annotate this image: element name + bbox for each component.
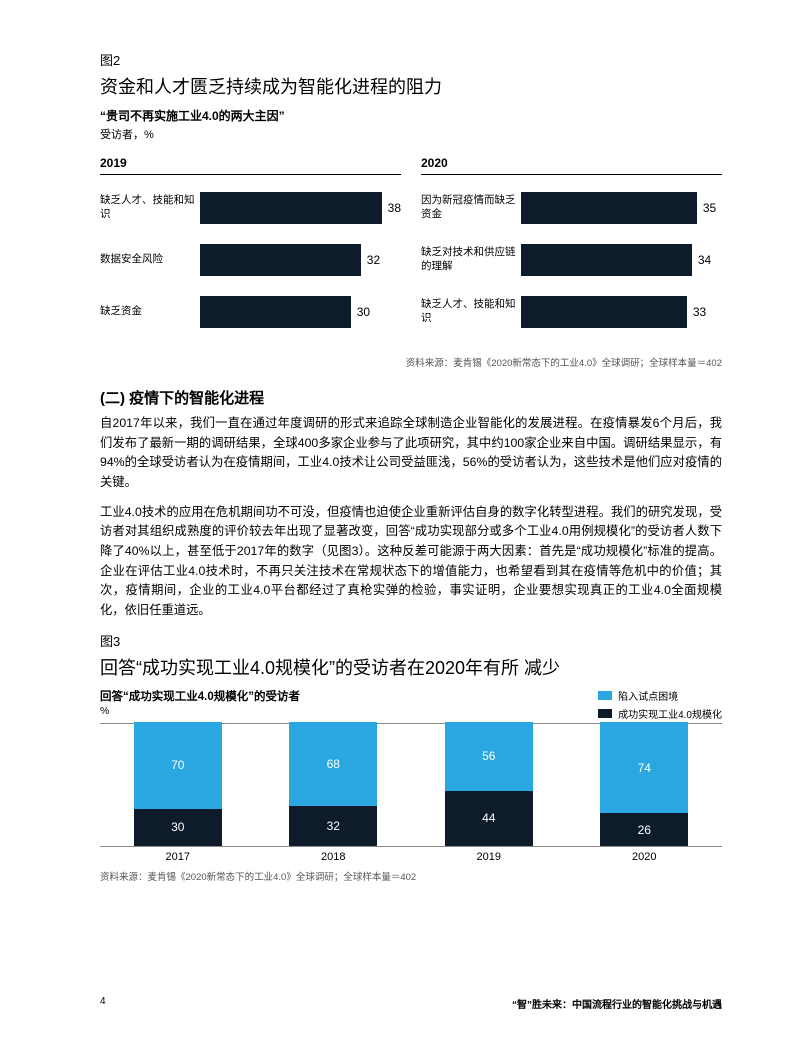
chart-bar-row: 数据安全风险 32	[100, 241, 401, 279]
bar-value-label: 34	[698, 253, 711, 267]
bar-value-label: 32	[367, 253, 380, 267]
legend-swatch	[598, 691, 612, 700]
bar-stack: 3268	[289, 722, 377, 846]
legend-label: 陷入试点困境	[618, 688, 678, 703]
x-axis-label: 2020	[585, 851, 705, 863]
bar-segment-bottom: 30	[134, 809, 222, 846]
fig2-right-col: 2020 因为新冠疫情而缺乏资金 35 缺乏对技术和供应链的理解 34 缺乏人才、技能和…	[421, 156, 722, 345]
legend-item: 成功实现工业4.0规模化	[598, 706, 722, 721]
bar-category-label: 缺乏人才、技能和知识	[421, 298, 521, 325]
bar	[200, 296, 351, 328]
legend-swatch	[598, 709, 612, 718]
figure-3: 图3 回答“成功实现工业4.0规模化”的受访者在2020年有所 减少 陷入试点困…	[100, 631, 722, 883]
bar-segment-top: 68	[289, 722, 377, 806]
fig2-unit: 受访者，%	[100, 126, 722, 142]
bar	[200, 244, 361, 276]
page-number: 4	[100, 996, 106, 1011]
bar-segment-bottom: 26	[600, 813, 688, 845]
bar-zone: 34	[521, 244, 722, 276]
fig3-label: 图3	[100, 631, 722, 650]
bar-zone: 33	[521, 296, 722, 328]
bar-segment-top: 74	[600, 722, 688, 814]
bar-stack: 2674	[600, 722, 688, 846]
fig2-right-year: 2020	[421, 156, 722, 175]
bar-value-label: 33	[693, 305, 706, 319]
fig2-chart: 2019 缺乏人才、技能和知识 38 数据安全风险 32 缺乏资金 30 2020 因为新…	[100, 156, 722, 345]
bar-value-label: 30	[357, 305, 370, 319]
fig2-title: 资金和人才匮乏持续成为智能化进程的阻力	[100, 73, 722, 99]
section-heading: (二) 疫情下的智能化进程	[100, 387, 722, 408]
fig3-source: 资料来源：麦肯锡《2020新常态下的工业4.0》全球调研；全球样本量＝402	[100, 869, 722, 883]
fig2-source: 资料来源：麦肯锡《2020新常态下的工业4.0》全球调研；全球样本量＝402	[100, 355, 722, 369]
fig2-label: 图2	[100, 50, 722, 69]
fig3-legend: 陷入试点困境成功实现工业4.0规模化	[598, 688, 722, 724]
fig3-chart: 陷入试点困境成功实现工业4.0规模化 回答“成功实现工业4.0规模化”的受访者 …	[100, 688, 722, 863]
fig3-title: 回答“成功实现工业4.0规模化”的受访者在2020年有所 减少	[100, 654, 722, 680]
bar-zone: 30	[200, 296, 401, 328]
chart-bar-row: 缺乏人才、技能和知识 33	[421, 293, 722, 331]
bar-zone: 38	[200, 192, 401, 224]
fig2-left-year: 2019	[100, 156, 401, 175]
legend-item: 陷入试点困境	[598, 688, 722, 703]
bar-value-label: 38	[388, 201, 401, 215]
bar-category-label: 数据安全风险	[100, 253, 200, 267]
stacked-bar: 3268	[274, 722, 394, 846]
x-axis-label: 2019	[429, 851, 549, 863]
x-axis-label: 2018	[274, 851, 394, 863]
bar-segment-top: 56	[445, 722, 533, 791]
chart-bar-row: 因为新冠疫情而缺乏资金 35	[421, 189, 722, 227]
fig2-left-col: 2019 缺乏人才、技能和知识 38 数据安全风险 32 缺乏资金 30	[100, 156, 401, 345]
bar-category-label: 因为新冠疫情而缺乏资金	[421, 194, 521, 221]
bar-segment-bottom: 44	[445, 791, 533, 846]
body-paragraph-1: 自2017年以来，我们一直在通过年度调研的形式来追踪全球制造企业智能化的发展进程…	[100, 414, 722, 493]
legend-label: 成功实现工业4.0规模化	[618, 706, 722, 721]
stacked-bar: 4456	[429, 722, 549, 846]
page-footer: 4 “智”胜未来：中国流程行业的智能化挑战与机遇	[0, 996, 802, 1011]
bar-value-label: 35	[703, 201, 716, 215]
bar	[521, 296, 687, 328]
bar-zone: 35	[521, 192, 722, 224]
bar-stack: 4456	[445, 722, 533, 846]
bar	[200, 192, 382, 224]
footer-title: “智”胜未来：中国流程行业的智能化挑战与机遇	[512, 996, 722, 1011]
bar-segment-bottom: 32	[289, 806, 377, 846]
figure-2: 图2 资金和人才匮乏持续成为智能化进程的阻力 “贵司不再实施工业4.0的两大主因…	[100, 50, 722, 369]
chart-bar-row: 缺乏资金 30	[100, 293, 401, 331]
fig3-xaxis: 2017 2018 2019 2020	[100, 847, 722, 863]
bar-category-label: 缺乏资金	[100, 305, 200, 319]
bar-stack: 3070	[134, 722, 222, 846]
body-paragraph-2: 工业4.0技术的应用在危机期间功不可没，但疫情也迫使企业重新评估自身的数字化转型…	[100, 503, 722, 621]
fig2-subtitle: “贵司不再实施工业4.0的两大主因”	[100, 107, 722, 124]
bar-zone: 32	[200, 244, 401, 276]
bar	[521, 244, 692, 276]
bar	[521, 192, 697, 224]
fig3-plot-area: 3070 3268 4456 2674	[100, 723, 722, 847]
bar-category-label: 缺乏人才、技能和知识	[100, 194, 200, 221]
stacked-bar: 2674	[585, 722, 705, 846]
bar-category-label: 缺乏对技术和供应链的理解	[421, 246, 521, 273]
chart-bar-row: 缺乏对技术和供应链的理解 34	[421, 241, 722, 279]
stacked-bar: 3070	[118, 722, 238, 846]
x-axis-label: 2017	[118, 851, 238, 863]
chart-bar-row: 缺乏人才、技能和知识 38	[100, 189, 401, 227]
bar-segment-top: 70	[134, 722, 222, 809]
